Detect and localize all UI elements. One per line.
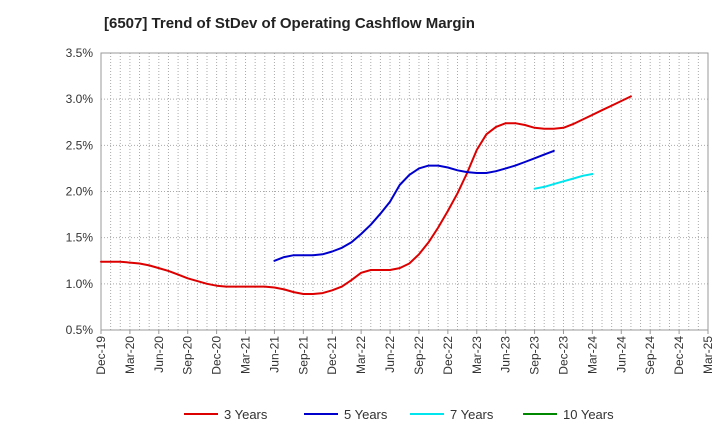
x-tick-label: Dec-23 — [556, 336, 570, 375]
x-tick-label: Dec-20 — [210, 336, 224, 375]
x-tick-label: Jun-22 — [383, 336, 397, 373]
x-tick-label: Dec-24 — [672, 336, 686, 375]
y-tick-label: 2.5% — [66, 138, 94, 152]
legend-label: 7 Years — [450, 407, 494, 422]
x-tick-label: Mar-21 — [239, 336, 253, 374]
x-tick-label: Jun-23 — [499, 336, 513, 373]
legend: 3 Years 5 Years 7 Years 10 Years — [184, 407, 614, 422]
y-tick-label: 3.5% — [66, 46, 94, 60]
x-tick-label: Sep-22 — [412, 336, 426, 375]
legend-label: 5 Years — [344, 407, 388, 422]
x-tick-label: Jun-24 — [614, 336, 628, 373]
axes: 0.5% 1.0% 1.5% 2.0% 2.5% 3.0% 3.5% Dec-19 Mar-20… — [66, 46, 715, 375]
x-tick-label: Mar-25 — [701, 336, 715, 374]
legend-label: 10 Years — [563, 407, 614, 422]
x-tick-label: Mar-23 — [470, 336, 484, 374]
chart-title: [6507] Trend of StDev of Operating Cashf… — [104, 15, 475, 32]
x-tick-label: Sep-23 — [528, 336, 542, 375]
y-tick-label: 1.5% — [66, 231, 94, 245]
series-line-5-years — [273, 149, 555, 262]
x-tick-label: Jun-20 — [152, 336, 166, 373]
y-tick-label: 3.0% — [66, 92, 94, 106]
x-tick-label: Dec-19 — [94, 336, 108, 375]
y-tick-label: 2.0% — [66, 185, 94, 199]
series-line-3-years — [100, 95, 632, 295]
x-tick-label: Mar-24 — [585, 336, 599, 374]
x-tick-label: Mar-22 — [354, 336, 368, 374]
plot-area-border — [100, 52, 709, 331]
x-tick-label: Dec-22 — [441, 336, 455, 375]
x-tick-label: Sep-24 — [643, 336, 657, 375]
x-tick-label: Jun-21 — [267, 336, 281, 373]
y-tick-label: 1.0% — [66, 277, 94, 291]
x-tick-label: Sep-20 — [181, 336, 195, 375]
grid-lines — [101, 53, 708, 330]
x-tick-label: Dec-21 — [325, 336, 339, 375]
legend-label: 3 Years — [224, 407, 268, 422]
y-tick-label: 0.5% — [66, 323, 94, 337]
x-tick-label: Mar-20 — [123, 336, 137, 374]
x-tick-label: Sep-21 — [296, 336, 310, 375]
series-line-7-years — [533, 173, 594, 190]
series-lines — [100, 95, 632, 295]
